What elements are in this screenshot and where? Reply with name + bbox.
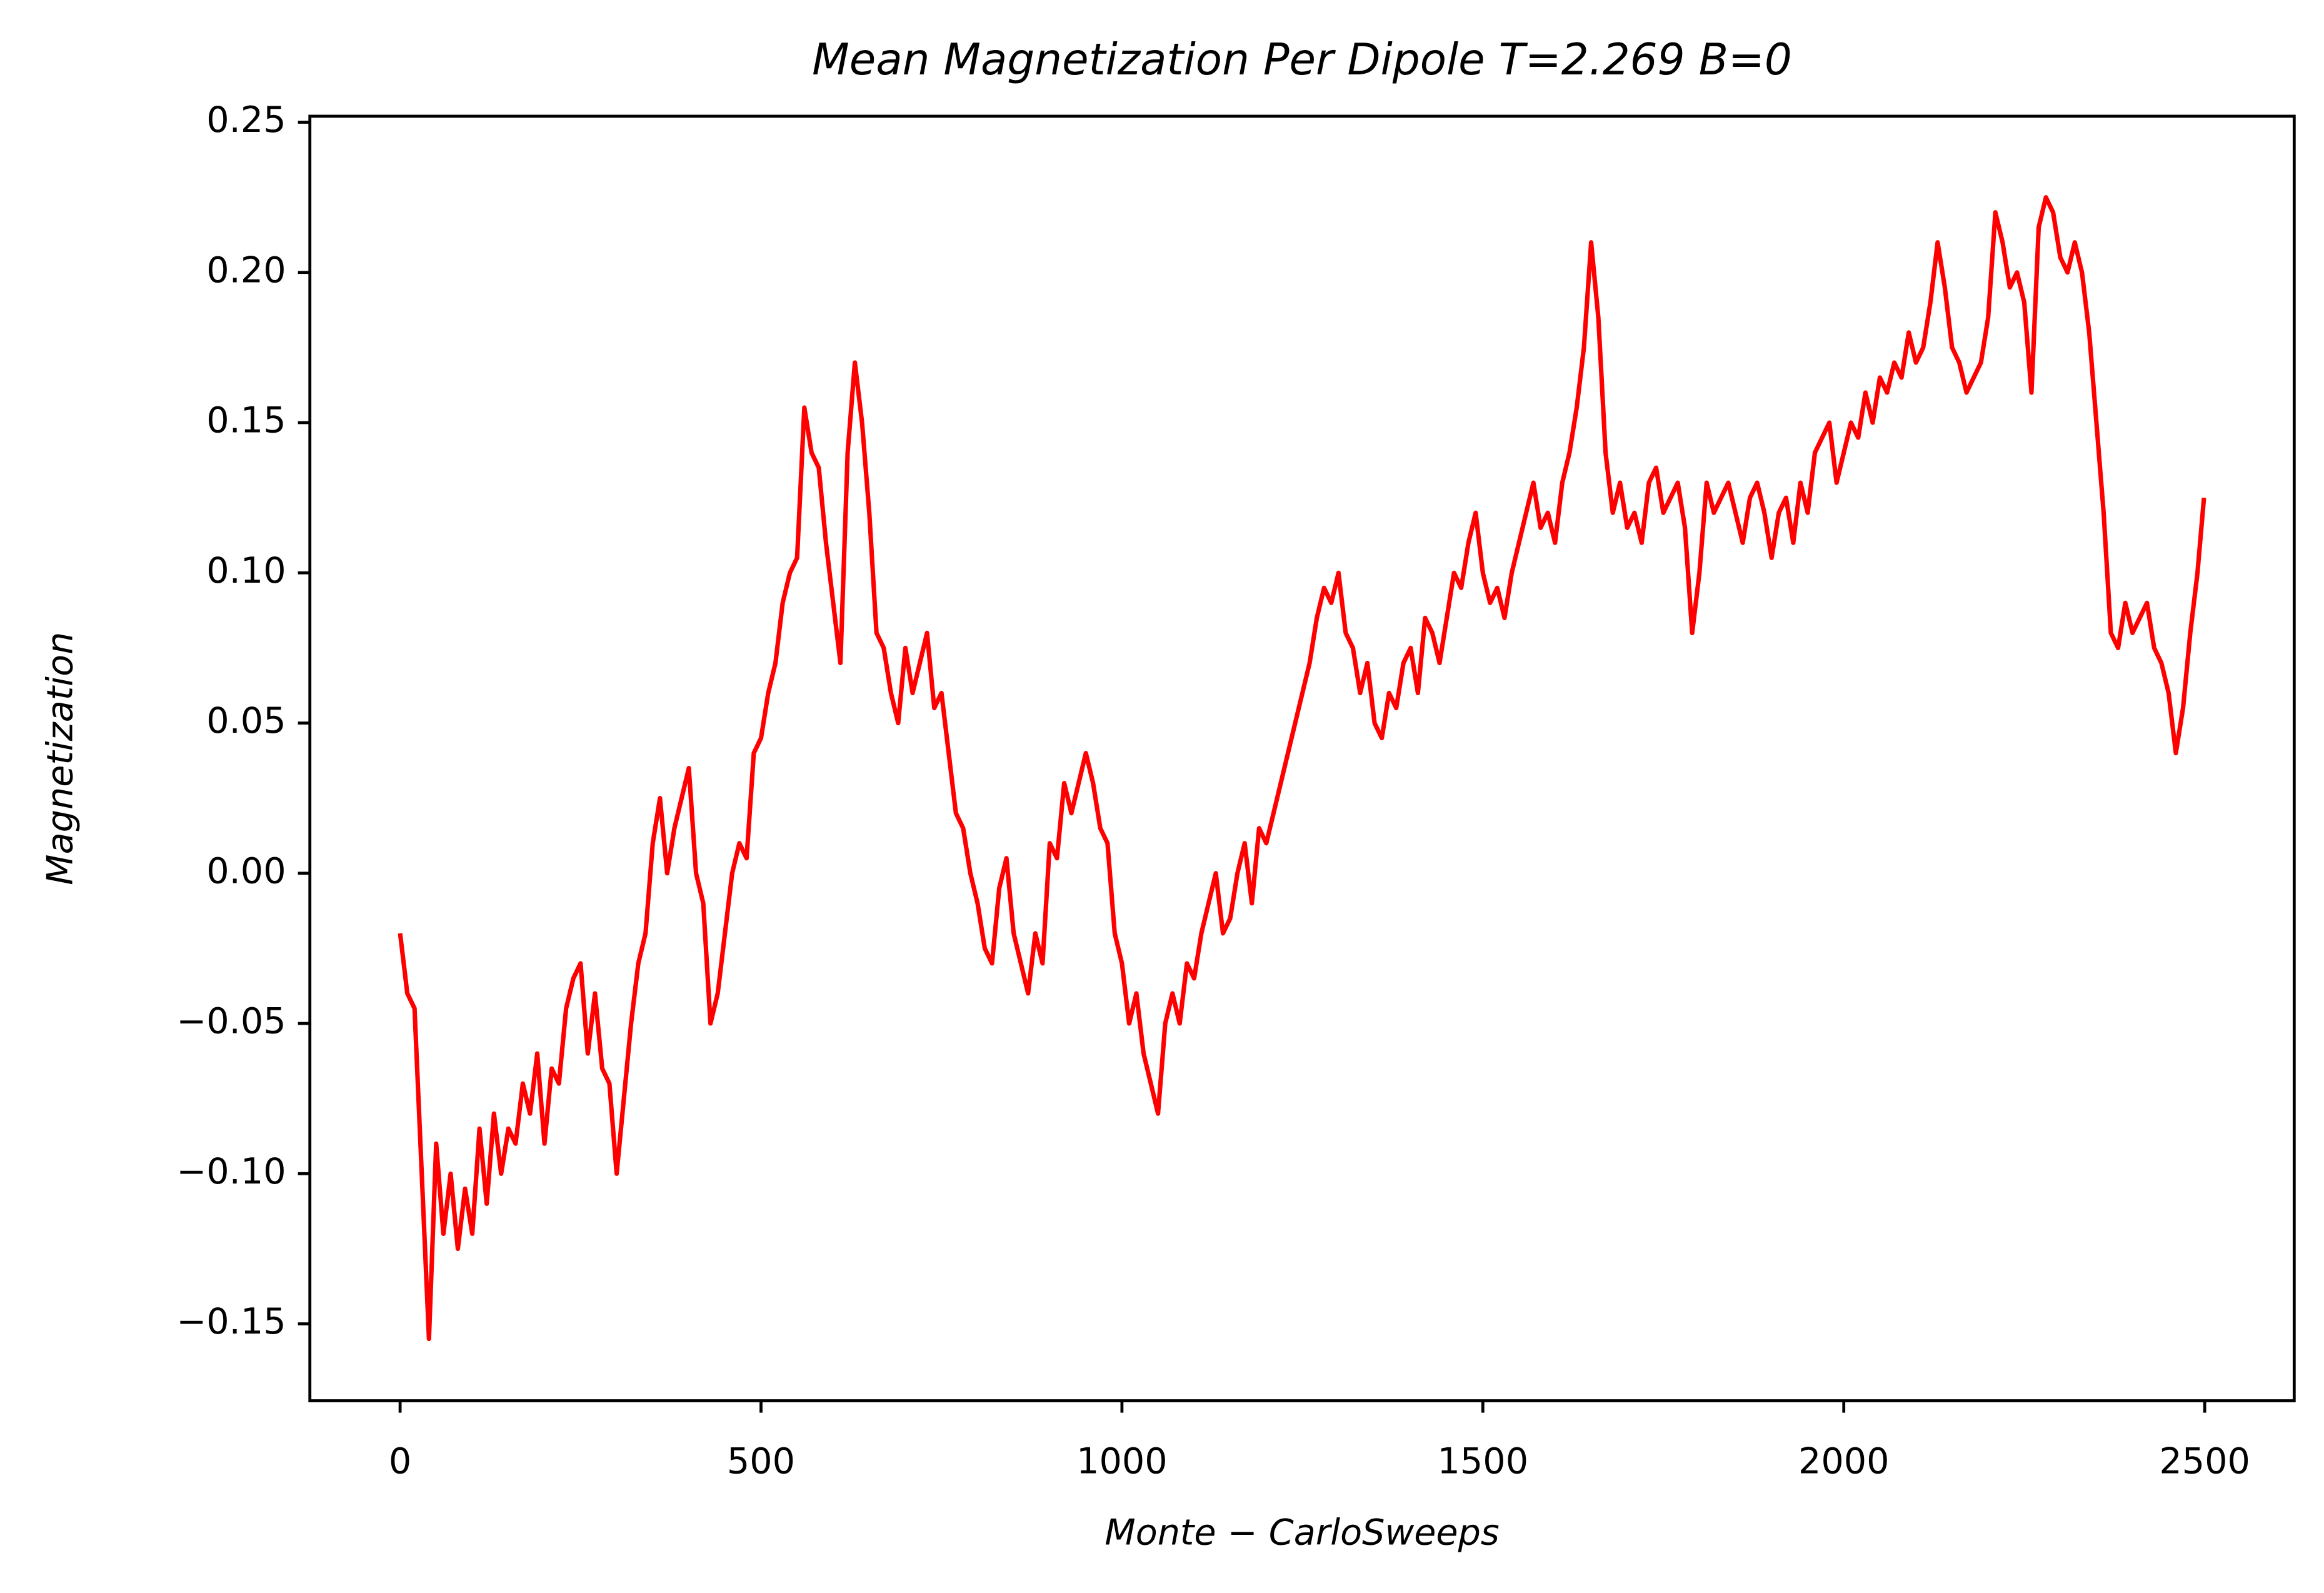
x-tick-label: 500 (727, 1440, 795, 1482)
x-tick-label: 2000 (1798, 1440, 1890, 1482)
x-axis-label: Monte − CarloSweeps (1104, 1512, 1499, 1554)
y-tick-label: 0.00 (206, 850, 286, 892)
chart-title: Mean Magnetization Per Dipole T=2.269 B=… (812, 35, 1792, 85)
y-tick-label: 0.10 (206, 550, 286, 591)
y-tick-label: −0.05 (176, 1001, 286, 1042)
y-tick-label: 0.05 (206, 700, 286, 741)
data-line (398, 195, 2206, 1342)
y-tick-label: 0.15 (206, 400, 286, 441)
x-tick-label: 1000 (1076, 1440, 1168, 1482)
x-tick-label: 2500 (2159, 1440, 2250, 1482)
x-tick-label: 0 (389, 1440, 411, 1482)
y-tick-label: −0.10 (176, 1151, 286, 1192)
y-tick-label: −0.15 (176, 1301, 286, 1342)
x-tick-label: 1500 (1438, 1440, 1529, 1482)
y-tick-label: 0.20 (206, 249, 286, 291)
y-axis-label: Magnetization (40, 632, 81, 885)
plot-frame (308, 114, 2296, 1402)
y-tick-label: 0.25 (206, 99, 286, 141)
